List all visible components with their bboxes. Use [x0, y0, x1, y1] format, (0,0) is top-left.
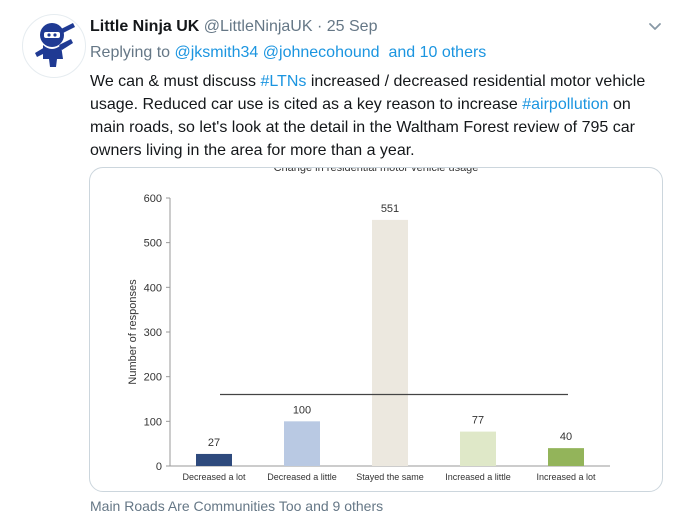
tweet-date[interactable]: 25 Sep — [326, 18, 378, 35]
y-tick-label: 300 — [144, 327, 162, 339]
author-handle[interactable]: @LittleNinjaUK — [203, 18, 313, 35]
x-tick-label: Decreased a little — [267, 472, 337, 482]
bar — [548, 448, 584, 466]
y-tick-label: 100 — [144, 416, 162, 428]
data-label: 27 — [208, 437, 220, 449]
tweet-text-part: We can & must discuss — [90, 73, 261, 90]
y-tick-label: 600 — [144, 193, 162, 205]
replying-prefix: Replying to — [90, 44, 175, 61]
x-tick-label: Increased a little — [445, 472, 511, 482]
y-tick-label: 400 — [144, 282, 162, 294]
y-tick-label: 500 — [144, 238, 162, 250]
y-tick-label: 0 — [156, 461, 162, 473]
tagged-users[interactable]: Main Roads Are Communities Too and 9 oth… — [90, 498, 384, 514]
avatar[interactable] — [22, 14, 86, 78]
x-tick-label: Increased a lot — [536, 472, 596, 482]
author-name[interactable]: Little Ninja UK — [90, 18, 200, 35]
reply-others-link[interactable]: and 10 others — [388, 44, 487, 61]
data-label: 77 — [472, 415, 484, 427]
reply-handle-link[interactable]: @johnecohound — [262, 44, 380, 61]
y-tick-label: 200 — [144, 372, 162, 384]
separator: · — [312, 18, 327, 35]
chevron-down-icon[interactable] — [644, 16, 666, 38]
reply-handle-link[interactable]: @jksmith34 — [174, 44, 259, 61]
y-axis-label: Number of responses — [127, 279, 139, 385]
x-tick-label: Stayed the same — [356, 472, 424, 482]
tweet-header: Little Ninja UK @LittleNinjaUK · 25 Sep — [90, 18, 377, 36]
data-label: 551 — [381, 203, 399, 215]
bar — [372, 219, 408, 466]
bar — [284, 421, 320, 466]
bar-chart: Change in residential motor vehicle usag… — [127, 168, 610, 482]
bar — [460, 431, 496, 466]
tweet-text: We can & must discuss #LTNs increased / … — [90, 70, 650, 162]
chart-title: Change in residential motor vehicle usag… — [274, 168, 479, 174]
bar — [196, 453, 232, 466]
hashtag-link[interactable]: #LTNs — [260, 73, 307, 90]
media-card[interactable]: Change in residential motor vehicle usag… — [89, 167, 663, 492]
data-label: 40 — [560, 431, 572, 443]
tweet-text-part: on main roads, so let's look at the deta… — [90, 96, 635, 159]
x-tick-label: Decreased a lot — [182, 472, 246, 482]
hashtag-link[interactable]: #airpollution — [522, 96, 609, 113]
ninja-logo-icon — [35, 23, 75, 67]
tweet-text-part: increased / decreased residential motor … — [90, 73, 646, 113]
replying-to: Replying to @jksmith34 @johnecohound and… — [90, 44, 486, 62]
data-label: 100 — [293, 404, 311, 416]
